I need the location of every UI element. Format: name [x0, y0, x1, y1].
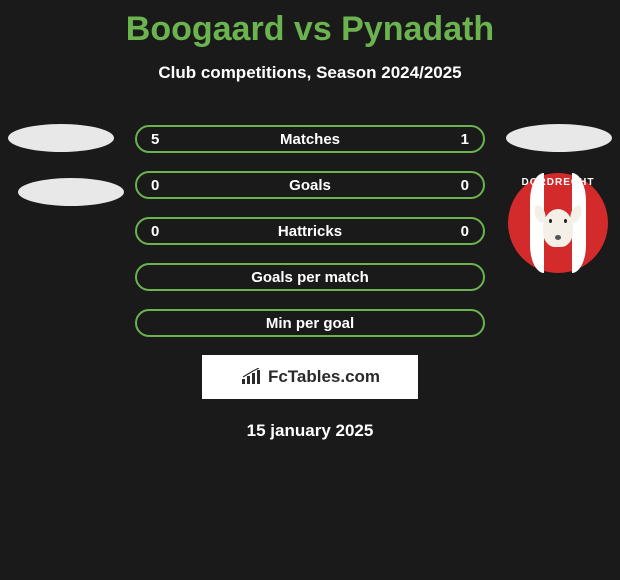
stat-label: Matches — [280, 131, 340, 148]
date: 15 january 2025 — [0, 421, 620, 441]
stat-label: Hattricks — [278, 223, 342, 240]
stat-left-value: 0 — [151, 223, 171, 240]
stat-row: 5 Matches 1 — [0, 125, 620, 153]
subtitle: Club competitions, Season 2024/2025 — [0, 63, 620, 83]
branding-box: FcTables.com — [202, 355, 418, 399]
stat-left-value: 5 — [151, 131, 171, 148]
stat-row: Min per goal — [0, 309, 620, 337]
title: Boogaard vs Pynadath — [0, 10, 620, 49]
stat-label: Goals — [289, 177, 331, 194]
stat-right-value: 0 — [449, 223, 469, 240]
stat-left-value: 0 — [151, 177, 171, 194]
stat-right-value: 0 — [449, 177, 469, 194]
branding-text: FcTables.com — [268, 367, 380, 387]
stat-row: 0 Goals 0 — [0, 171, 620, 199]
stat-label: Min per goal — [266, 315, 354, 332]
chart-icon — [240, 368, 262, 386]
stat-right-value: 1 — [449, 131, 469, 148]
stat-row: Goals per match — [0, 263, 620, 291]
stat-label: Goals per match — [251, 269, 369, 286]
stat-row: 0 Hattricks 0 — [0, 217, 620, 245]
stat-rows: 5 Matches 1 0 Goals 0 0 Hattricks 0 Goal… — [0, 125, 620, 337]
